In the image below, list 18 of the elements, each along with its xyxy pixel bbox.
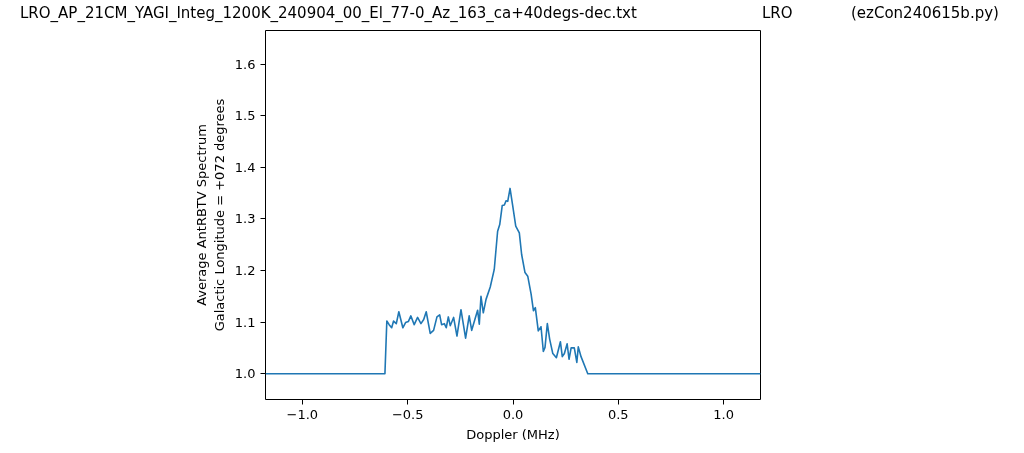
x-tick-label: 1.0 bbox=[713, 406, 734, 422]
line-series bbox=[265, 187, 761, 375]
y-tick-label: 1.5 bbox=[234, 108, 256, 124]
x-tick-label: −0.5 bbox=[391, 406, 424, 422]
y-tick-label: 1.1 bbox=[234, 314, 256, 330]
x-axis-title: Doppler (MHz) bbox=[466, 426, 560, 442]
chart-title: LRO_AP_21CM_YAGI_Integ_1200K_240904_00_El_77-0_Az_163_ca+40degs-dec.txt bbox=[20, 3, 637, 24]
y-axis-title: Average AntRBTV Spectrum Galactic Longitude = +072 degrees bbox=[193, 98, 227, 332]
y-tick-label: 1.4 bbox=[234, 159, 256, 175]
y-tick-label: 1.0 bbox=[234, 366, 256, 382]
y-tick-label: 1.6 bbox=[234, 56, 256, 72]
x-tick-label: 0.5 bbox=[607, 406, 629, 422]
y-tick-label: 1.3 bbox=[234, 211, 256, 227]
text: (ezCon240615b.py) bbox=[851, 3, 999, 24]
x-tick-label: 0.0 bbox=[502, 406, 524, 422]
x-tick-label: −1.0 bbox=[286, 406, 319, 422]
text: LRO bbox=[762, 3, 793, 24]
y-tick-label: 1.2 bbox=[234, 262, 256, 278]
